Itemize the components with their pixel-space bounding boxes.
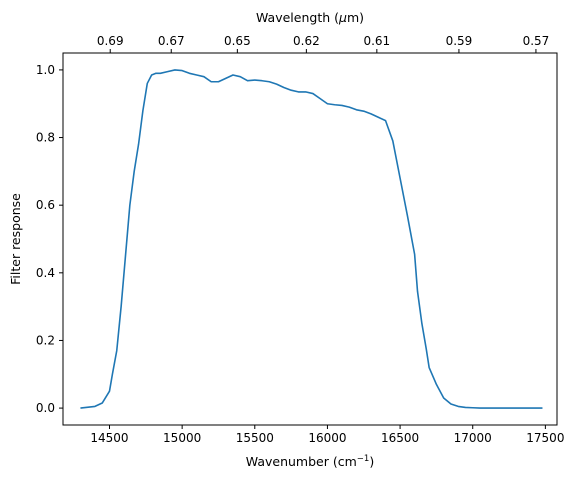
top-tick-label: 0.67: [158, 34, 185, 48]
y-tick-label: 0.2: [36, 333, 55, 347]
top-tick-label: 0.61: [363, 34, 390, 48]
top-tick-label: 0.65: [224, 34, 251, 48]
x-tick-label: 17000: [454, 431, 492, 445]
y-axis-label: Filter response: [8, 193, 23, 285]
x-tick-label: 16500: [381, 431, 419, 445]
series-line-filter-response: [80, 69, 543, 409]
top-tick-label: 0.69: [97, 34, 124, 48]
y-tick-label: 0.0: [36, 401, 55, 415]
x-tick-label: 15000: [163, 431, 201, 445]
plot-area-frame: [62, 52, 558, 426]
top-axis-label-main: Wavelength (: [256, 10, 339, 25]
top-tick-label: 0.57: [523, 34, 550, 48]
x-tick-label: 17500: [526, 431, 564, 445]
x-axis-label-suffix: ): [369, 454, 374, 469]
x-tick-label: 16000: [308, 431, 346, 445]
top-axis-label: Wavelength (μm): [256, 10, 364, 25]
y-tick-label: 0.6: [36, 198, 55, 212]
y-tick-label: 0.8: [36, 131, 55, 145]
top-tick-label: 0.62: [293, 34, 320, 48]
x-tick-label: 15500: [236, 431, 274, 445]
x-tick-label: 14500: [90, 431, 128, 445]
y-tick-label: 1.0: [36, 63, 55, 77]
top-tick-label: 0.59: [446, 34, 473, 48]
top-axis-label-mu: μ: [338, 10, 347, 25]
x-axis-label-superscript: −1: [357, 454, 370, 464]
x-axis-label-main: Wavenumber (cm: [246, 454, 357, 469]
y-tick-label: 0.4: [36, 266, 55, 280]
ticks-layer: 14500 15000 15500 16000 16500 17000 17500 0.0 0.…: [36, 34, 565, 445]
x-axis-label: Wavenumber (cm−1): [246, 454, 374, 469]
top-axis-label-suffix: m): [347, 10, 364, 25]
